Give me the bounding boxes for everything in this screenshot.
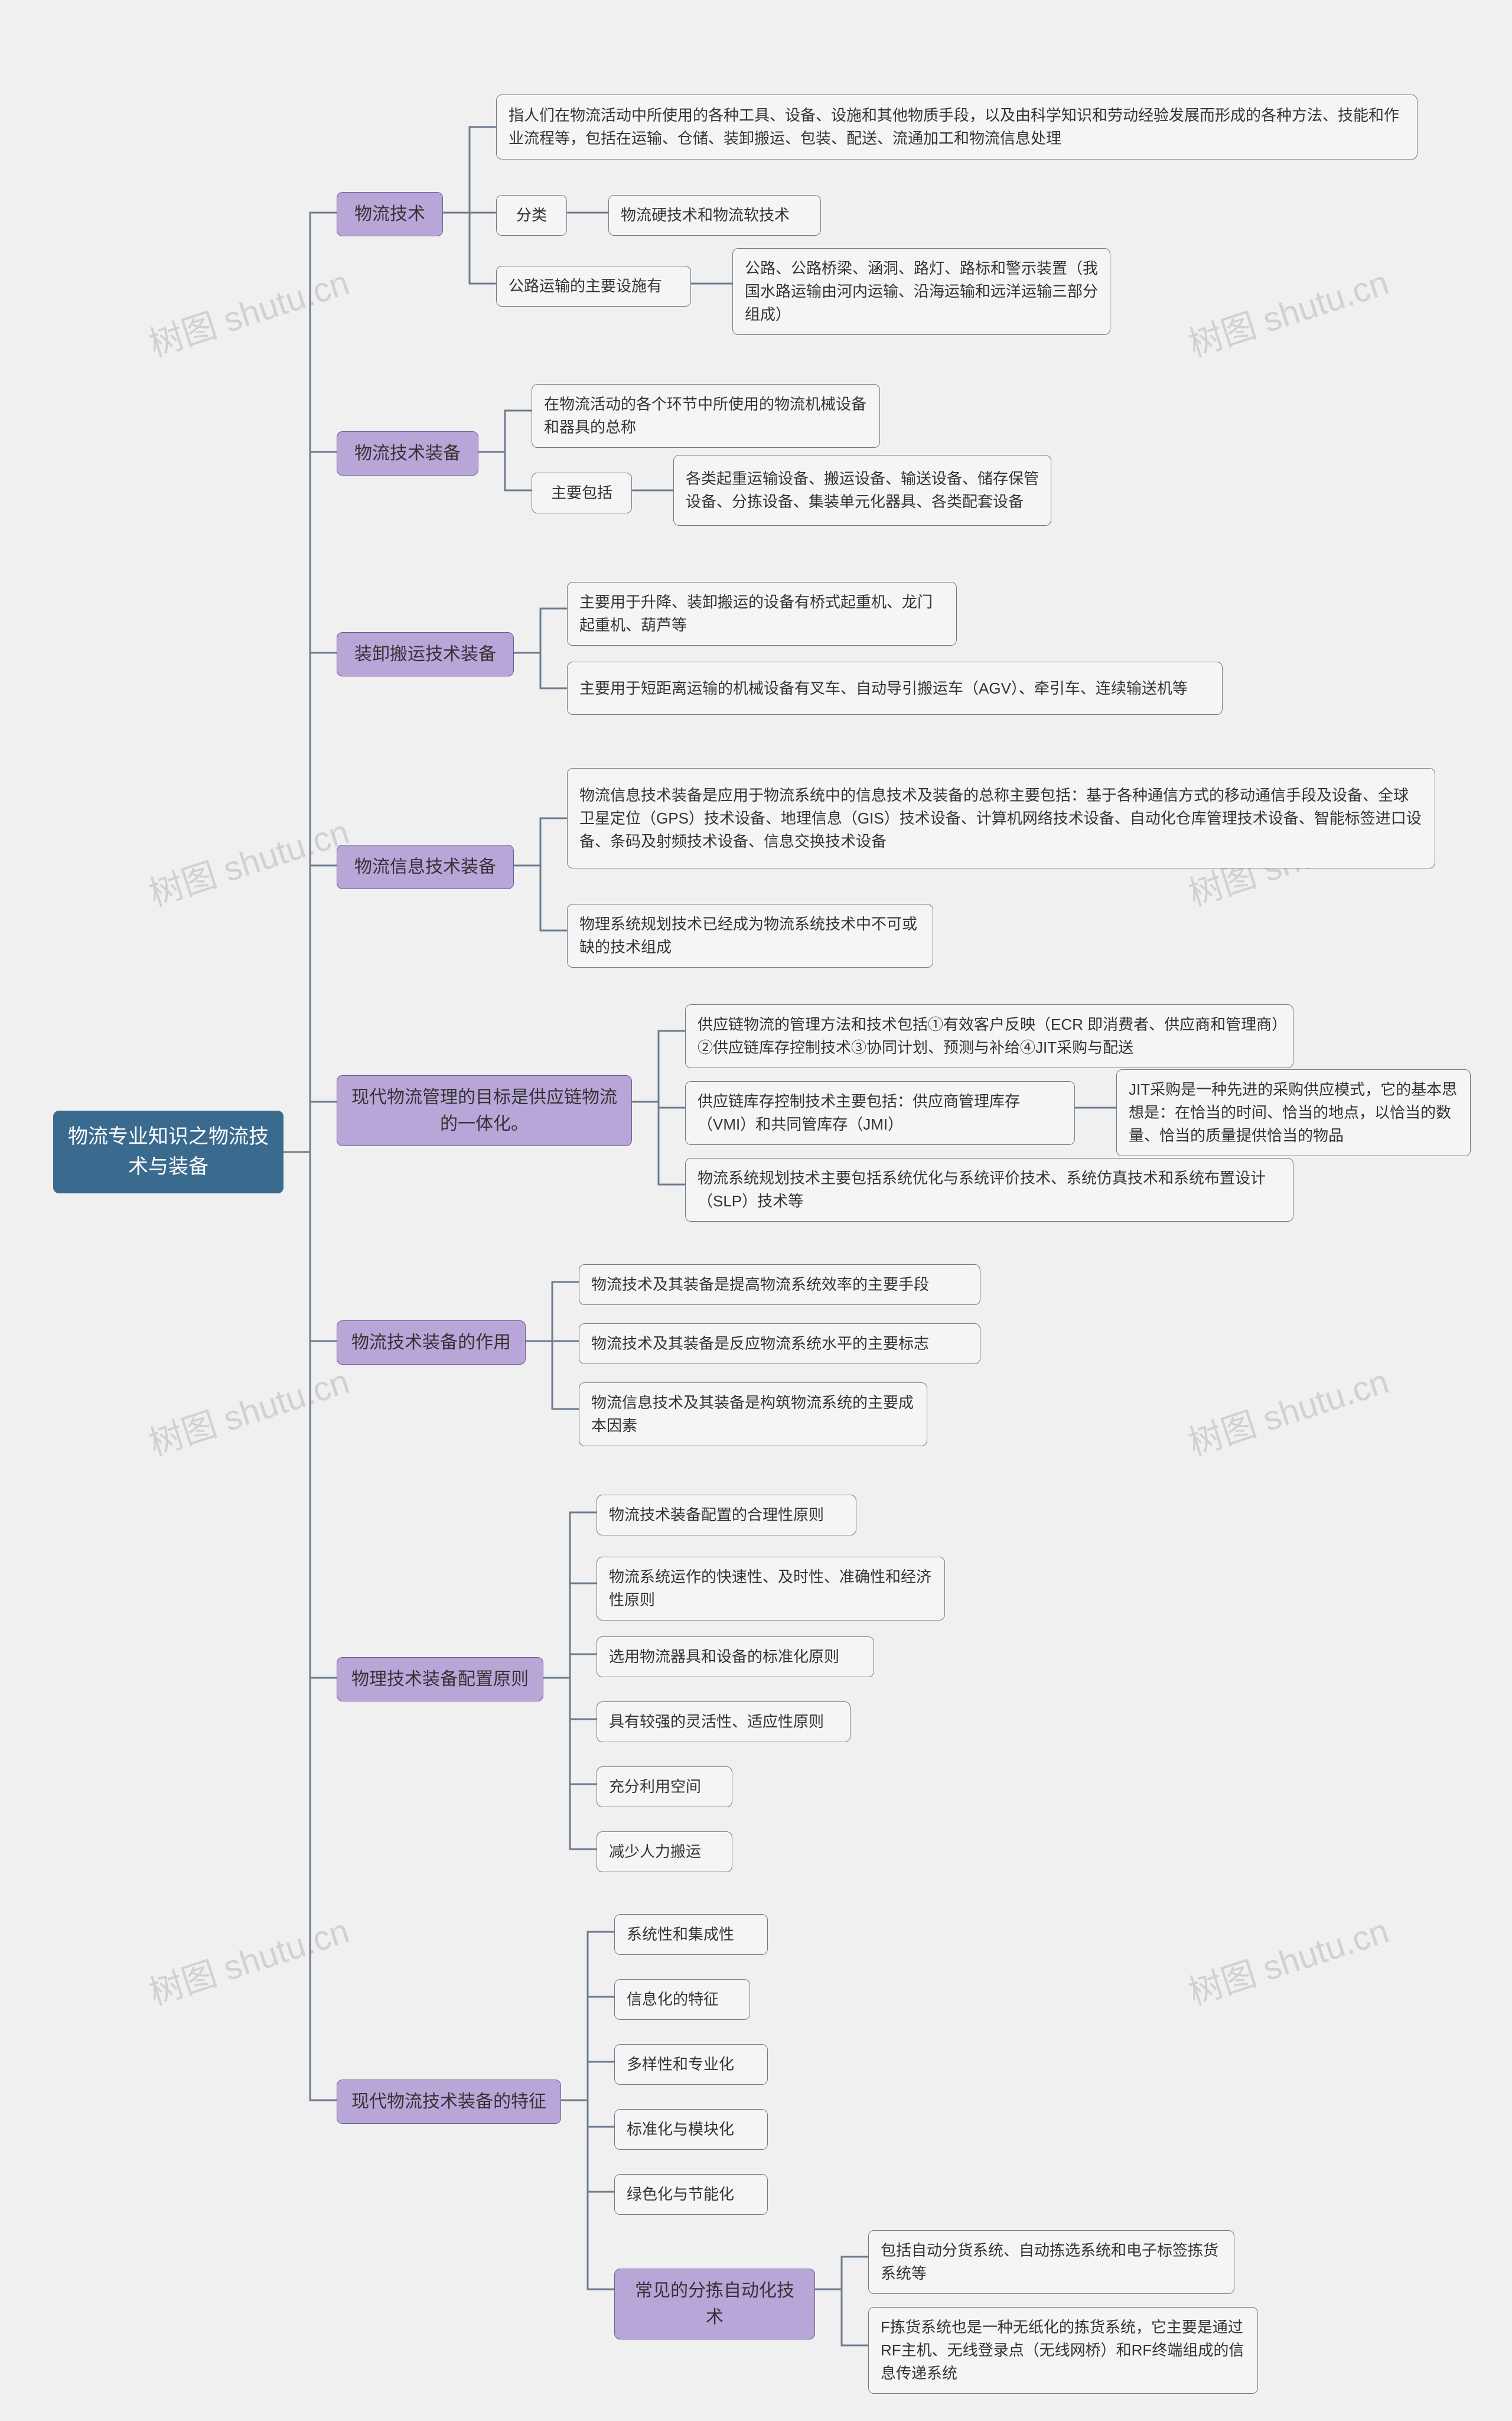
node-b1c1: 指人们在物流活动中所使用的各种工具、设备、设施和其他物质手段，以及由科学知识和劳… <box>496 95 1418 160</box>
node-b3c2: 主要用于短距离运输的机械设备有叉车、自动导引搬运车（AGV）、牵引车、连续输送机… <box>567 662 1223 715</box>
node-b3c1: 主要用于升降、装卸搬运的设备有桥式起重机、龙门起重机、葫芦等 <box>567 582 957 646</box>
node-b7c2: 物流系统运作的快速性、及时性、准确性和经济性原则 <box>597 1557 945 1620</box>
watermark: 树图 shutu.cn <box>142 804 354 915</box>
node-root: 物流专业知识之物流技术与装备 <box>53 1111 284 1193</box>
watermark: 树图 shutu.cn <box>1181 1353 1394 1465</box>
watermark: 树图 shutu.cn <box>1181 1903 1394 2014</box>
node-b5c3: 物流系统规划技术主要包括系统优化与系统评价技术、系统仿真技术和系统布置设计（SL… <box>685 1158 1293 1222</box>
mindmap-canvas: 树图 shutu.cn 树图 shutu.cn 树图 shutu.cn 树图 shut… <box>0 0 1512 2421</box>
node-b5c1: 供应链物流的管理方法和技术包括①有效客户反映（ECR 即消费者、供应商和管理商）… <box>685 1004 1293 1068</box>
node-b1c3a: 公路、公路桥梁、涵洞、路灯、路标和警示装置（我国水路运输由河内运输、沿海运输和远… <box>732 248 1110 335</box>
node-b8c3: 多样性和专业化 <box>614 2044 768 2085</box>
node-b3: 装卸搬运技术装备 <box>337 632 514 676</box>
node-b7c5: 充分利用空间 <box>597 1766 732 1807</box>
node-b8c6a: 包括自动分货系统、自动拣选系统和电子标签拣货系统等 <box>868 2230 1234 2294</box>
node-b6: 物流技术装备的作用 <box>337 1320 526 1365</box>
node-b2: 物流技术装备 <box>337 431 478 476</box>
node-b7c6: 减少人力搬运 <box>597 1831 732 1872</box>
node-b8c6b: F拣货系统也是一种无纸化的拣货系统，它主要是通过RF主机、无线登录点（无线网桥）… <box>868 2307 1258 2394</box>
node-b6c3: 物流信息技术及其装备是构筑物流系统的主要成本因素 <box>579 1382 927 1446</box>
node-b8c4: 标准化与模块化 <box>614 2109 768 2150</box>
node-b7c3: 选用物流器具和设备的标准化原则 <box>597 1636 874 1677</box>
node-b1c2a: 物流硬技术和物流软技术 <box>608 195 821 236</box>
node-b5: 现代物流管理的目标是供应链物流的一体化。 <box>337 1075 632 1146</box>
node-b8c6: 常见的分拣自动化技术 <box>614 2269 815 2339</box>
node-b1: 物流技术 <box>337 192 443 236</box>
watermark: 树图 shutu.cn <box>142 1353 354 1465</box>
node-b8c2: 信息化的特征 <box>614 1979 750 2020</box>
node-b4: 物流信息技术装备 <box>337 845 514 889</box>
node-b2c2: 主要包括 <box>532 473 632 513</box>
node-b2c2a: 各类起重运输设备、搬运设备、输送设备、储存保管设备、分拣设备、集装单元化器具、各… <box>673 455 1051 526</box>
node-b1c3: 公路运输的主要设施有 <box>496 266 691 307</box>
node-b6c1: 物流技术及其装备是提高物流系统效率的主要手段 <box>579 1264 980 1305</box>
node-b8c1: 系统性和集成性 <box>614 1914 768 1955</box>
node-b7c1: 物流技术装备配置的合理性原则 <box>597 1495 856 1535</box>
watermark: 树图 shutu.cn <box>142 1903 354 2014</box>
watermark: 树图 shutu.cn <box>1181 255 1394 366</box>
node-b7: 物理技术装备配置原则 <box>337 1657 543 1701</box>
node-b8: 现代物流技术装备的特征 <box>337 2080 561 2124</box>
node-b5c2: 供应链库存控制技术主要包括：供应商管理库存（VMI）和共同管库存（JMI） <box>685 1081 1075 1145</box>
node-b5c2a: JIT采购是一种先进的采购供应模式，它的基本思想是：在恰当的时间、恰当的地点，以… <box>1116 1069 1471 1156</box>
node-b2c1: 在物流活动的各个环节中所使用的物流机械设备和器具的总称 <box>532 384 880 448</box>
node-b4c2: 物理系统规划技术已经成为物流系统技术中不可或缺的技术组成 <box>567 904 933 968</box>
node-b1c2: 分类 <box>496 195 567 236</box>
watermark: 树图 shutu.cn <box>142 255 354 366</box>
node-b7c4: 具有较强的灵活性、适应性原则 <box>597 1701 850 1742</box>
node-b4c1: 物流信息技术装备是应用于物流系统中的信息技术及装备的总称主要包括：基于各种通信方… <box>567 768 1435 868</box>
node-b6c2: 物流技术及其装备是反应物流系统水平的主要标志 <box>579 1323 980 1364</box>
node-b8c5: 绿色化与节能化 <box>614 2174 768 2215</box>
